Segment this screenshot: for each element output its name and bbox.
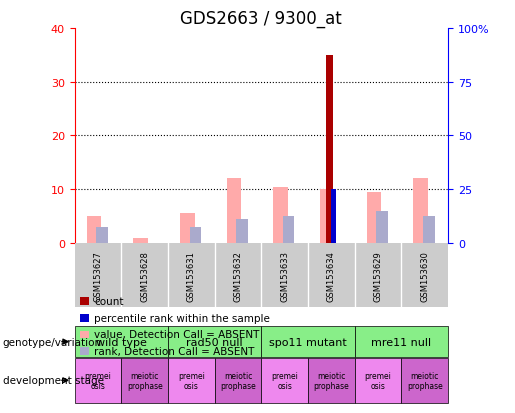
Text: rad50 null: rad50 null — [186, 337, 243, 347]
Bar — [180, 214, 195, 243]
Text: meiotic
prophase: meiotic prophase — [220, 371, 256, 390]
Bar — [320, 190, 335, 243]
Text: count: count — [94, 297, 124, 306]
Text: GSM153632: GSM153632 — [233, 250, 243, 301]
Text: wild type: wild type — [96, 337, 147, 347]
Text: GSM153631: GSM153631 — [187, 250, 196, 301]
Text: spo11 mutant: spo11 mutant — [269, 337, 347, 347]
Text: mre11 null: mre11 null — [371, 337, 432, 347]
Bar — [423, 216, 435, 243]
Bar — [273, 187, 288, 243]
Title: GDS2663 / 9300_at: GDS2663 / 9300_at — [180, 9, 342, 28]
Text: meiotic
prophase: meiotic prophase — [127, 371, 163, 390]
Bar — [331, 190, 336, 243]
Text: development stage: development stage — [3, 375, 104, 385]
Text: value, Detection Call = ABSENT: value, Detection Call = ABSENT — [94, 330, 260, 339]
Bar — [87, 216, 101, 243]
Bar — [283, 216, 295, 243]
Text: premei
osis: premei osis — [271, 371, 298, 390]
Text: GSM153633: GSM153633 — [280, 250, 289, 301]
Text: GSM153629: GSM153629 — [373, 250, 383, 301]
Text: meiotic
prophase: meiotic prophase — [407, 371, 442, 390]
Text: rank, Detection Call = ABSENT: rank, Detection Call = ABSENT — [94, 346, 254, 356]
Text: percentile rank within the sample: percentile rank within the sample — [94, 313, 270, 323]
Text: GSM153627: GSM153627 — [94, 250, 102, 301]
Text: genotype/variation: genotype/variation — [3, 337, 101, 347]
Bar — [227, 179, 242, 243]
Bar — [190, 227, 201, 243]
Text: premei
osis: premei osis — [365, 371, 391, 390]
Text: GSM153630: GSM153630 — [420, 250, 429, 301]
Bar — [96, 227, 108, 243]
Text: meiotic
prophase: meiotic prophase — [314, 371, 349, 390]
Bar — [367, 192, 381, 243]
Text: premei
osis: premei osis — [178, 371, 205, 390]
Bar — [413, 179, 428, 243]
Text: GSM153634: GSM153634 — [327, 250, 336, 301]
Bar — [376, 211, 388, 243]
Text: GSM153628: GSM153628 — [140, 250, 149, 301]
Bar — [325, 56, 333, 243]
Bar — [236, 219, 248, 243]
Bar — [133, 238, 148, 243]
Text: premei
osis: premei osis — [84, 371, 111, 390]
